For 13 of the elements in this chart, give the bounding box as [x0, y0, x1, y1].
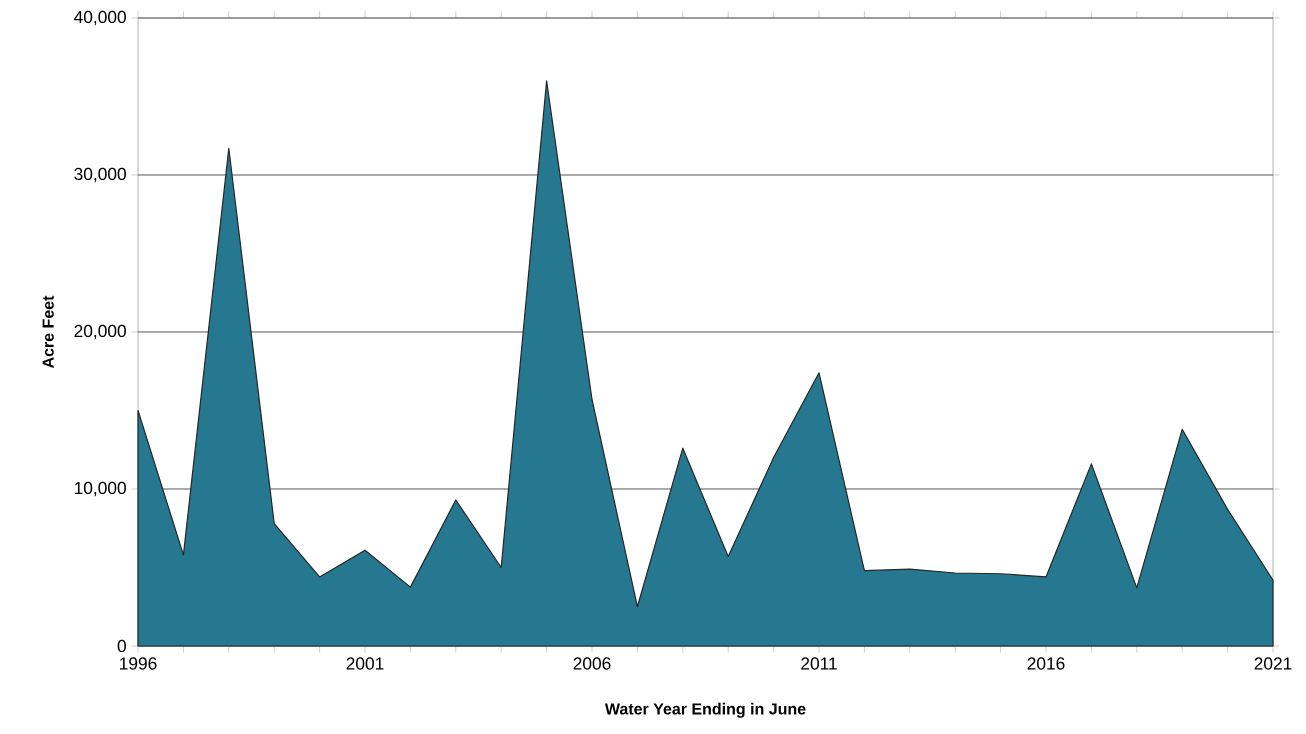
x-tick-label: 2016	[1027, 657, 1065, 670]
x-tick-label: 2006	[573, 657, 611, 670]
x-tick-label: 2021	[1254, 657, 1292, 670]
y-tick-label: 10,000	[74, 481, 126, 497]
y-tick-label: 30,000	[74, 167, 126, 183]
y-tick-label: 0	[117, 639, 126, 653]
x-tick-label: 1996	[120, 657, 157, 670]
y-tick-label: 20,000	[74, 324, 126, 340]
x-axis-title: Water Year Ending in June	[604, 702, 806, 718]
y-tick-label: 40,000	[74, 10, 126, 26]
y-axis-title: Acre Feet	[42, 295, 54, 369]
x-tick-label: 2011	[801, 657, 837, 670]
x-tick-label: 2001	[346, 657, 384, 670]
